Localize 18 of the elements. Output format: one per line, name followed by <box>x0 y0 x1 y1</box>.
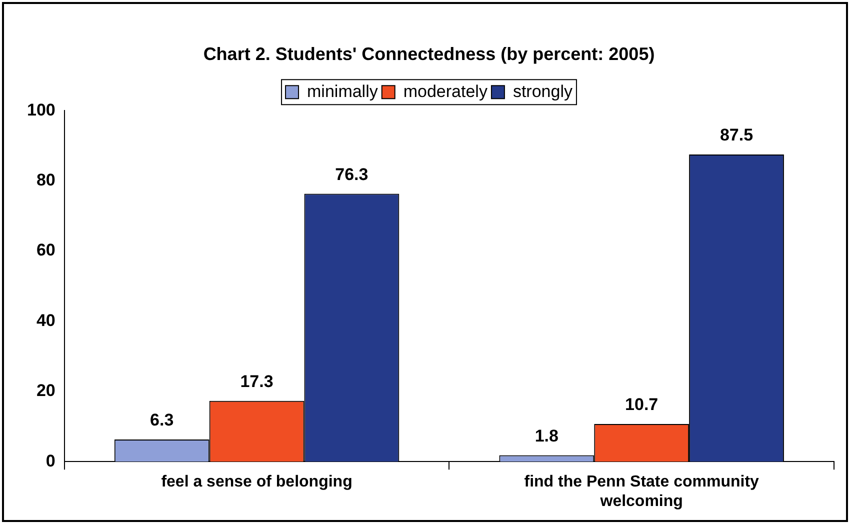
data-label: 87.5 <box>720 126 754 145</box>
data-label: 6.3 <box>150 410 174 430</box>
x-tick-label: find the Penn State community welcoming <box>524 474 760 510</box>
y-tick-label: 20 <box>36 381 56 400</box>
x-tick-label: feel a sense of belonging <box>161 474 352 491</box>
chart-title: Chart 2. Students' Connectedness (by percent: 2005) <box>203 44 655 64</box>
data-label: 76.3 <box>335 164 368 184</box>
legend-label: strongly <box>512 82 573 101</box>
y-tick-label: 0 <box>46 451 56 470</box>
data-label: 1.8 <box>534 426 558 446</box>
data-label: 17.3 <box>240 372 274 392</box>
legend-label: moderately <box>403 82 488 101</box>
legend-label: minimally <box>307 82 378 101</box>
y-tick-label: 80 <box>36 170 56 190</box>
y-tick-label: 60 <box>36 240 56 260</box>
y-tick-label: 40 <box>36 310 56 330</box>
y-tick-label: 100 <box>26 100 56 120</box>
data-label: 10.7 <box>625 395 658 414</box>
